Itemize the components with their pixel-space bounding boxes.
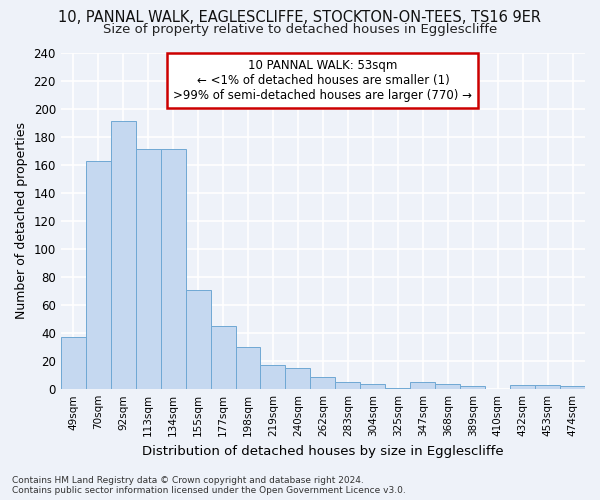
Bar	[286, 368, 310, 389]
Text: 10 PANNAL WALK: 53sqm
← <1% of detached houses are smaller (1)
>99% of semi-deta: 10 PANNAL WALK: 53sqm ← <1% of detached …	[173, 59, 472, 102]
Bar	[410, 382, 435, 389]
Bar	[61, 338, 86, 389]
Bar	[111, 121, 136, 389]
Bar	[86, 160, 111, 389]
Bar	[335, 382, 361, 389]
Bar	[185, 290, 211, 389]
Bar	[535, 385, 560, 389]
Bar	[310, 376, 335, 389]
Bar	[510, 385, 535, 389]
Text: 10, PANNAL WALK, EAGLESCLIFFE, STOCKTON-ON-TEES, TS16 9ER: 10, PANNAL WALK, EAGLESCLIFFE, STOCKTON-…	[59, 10, 542, 25]
Bar	[435, 384, 460, 389]
Y-axis label: Number of detached properties: Number of detached properties	[15, 122, 28, 320]
Text: Size of property relative to detached houses in Egglescliffe: Size of property relative to detached ho…	[103, 22, 497, 36]
X-axis label: Distribution of detached houses by size in Egglescliffe: Distribution of detached houses by size …	[142, 444, 504, 458]
Bar	[385, 388, 410, 389]
Bar	[211, 326, 236, 389]
Bar	[161, 150, 185, 389]
Text: Contains HM Land Registry data © Crown copyright and database right 2024.
Contai: Contains HM Land Registry data © Crown c…	[12, 476, 406, 495]
Bar	[236, 347, 260, 389]
Bar	[361, 384, 385, 389]
Bar	[560, 386, 585, 389]
Bar	[260, 366, 286, 389]
Bar	[460, 386, 485, 389]
Bar	[136, 150, 161, 389]
